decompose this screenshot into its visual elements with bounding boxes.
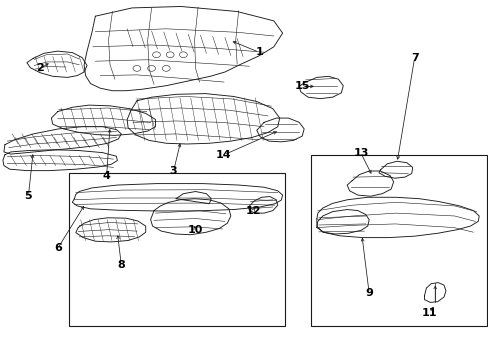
Text: 11: 11 — [421, 308, 436, 318]
Text: 8: 8 — [117, 260, 125, 270]
Text: 14: 14 — [216, 150, 231, 160]
Bar — [310, 155, 486, 326]
Text: 7: 7 — [410, 53, 418, 63]
Text: 12: 12 — [245, 206, 261, 216]
Text: 10: 10 — [187, 225, 203, 235]
Text: 13: 13 — [352, 148, 368, 158]
Text: 5: 5 — [24, 191, 32, 201]
Text: 4: 4 — [102, 171, 110, 181]
Text: 2: 2 — [36, 63, 44, 73]
Text: 3: 3 — [169, 166, 177, 176]
Text: 6: 6 — [54, 243, 61, 253]
Text: 1: 1 — [255, 47, 263, 57]
Text: 9: 9 — [365, 288, 372, 298]
Bar — [69, 173, 284, 326]
Text: 15: 15 — [294, 81, 309, 91]
